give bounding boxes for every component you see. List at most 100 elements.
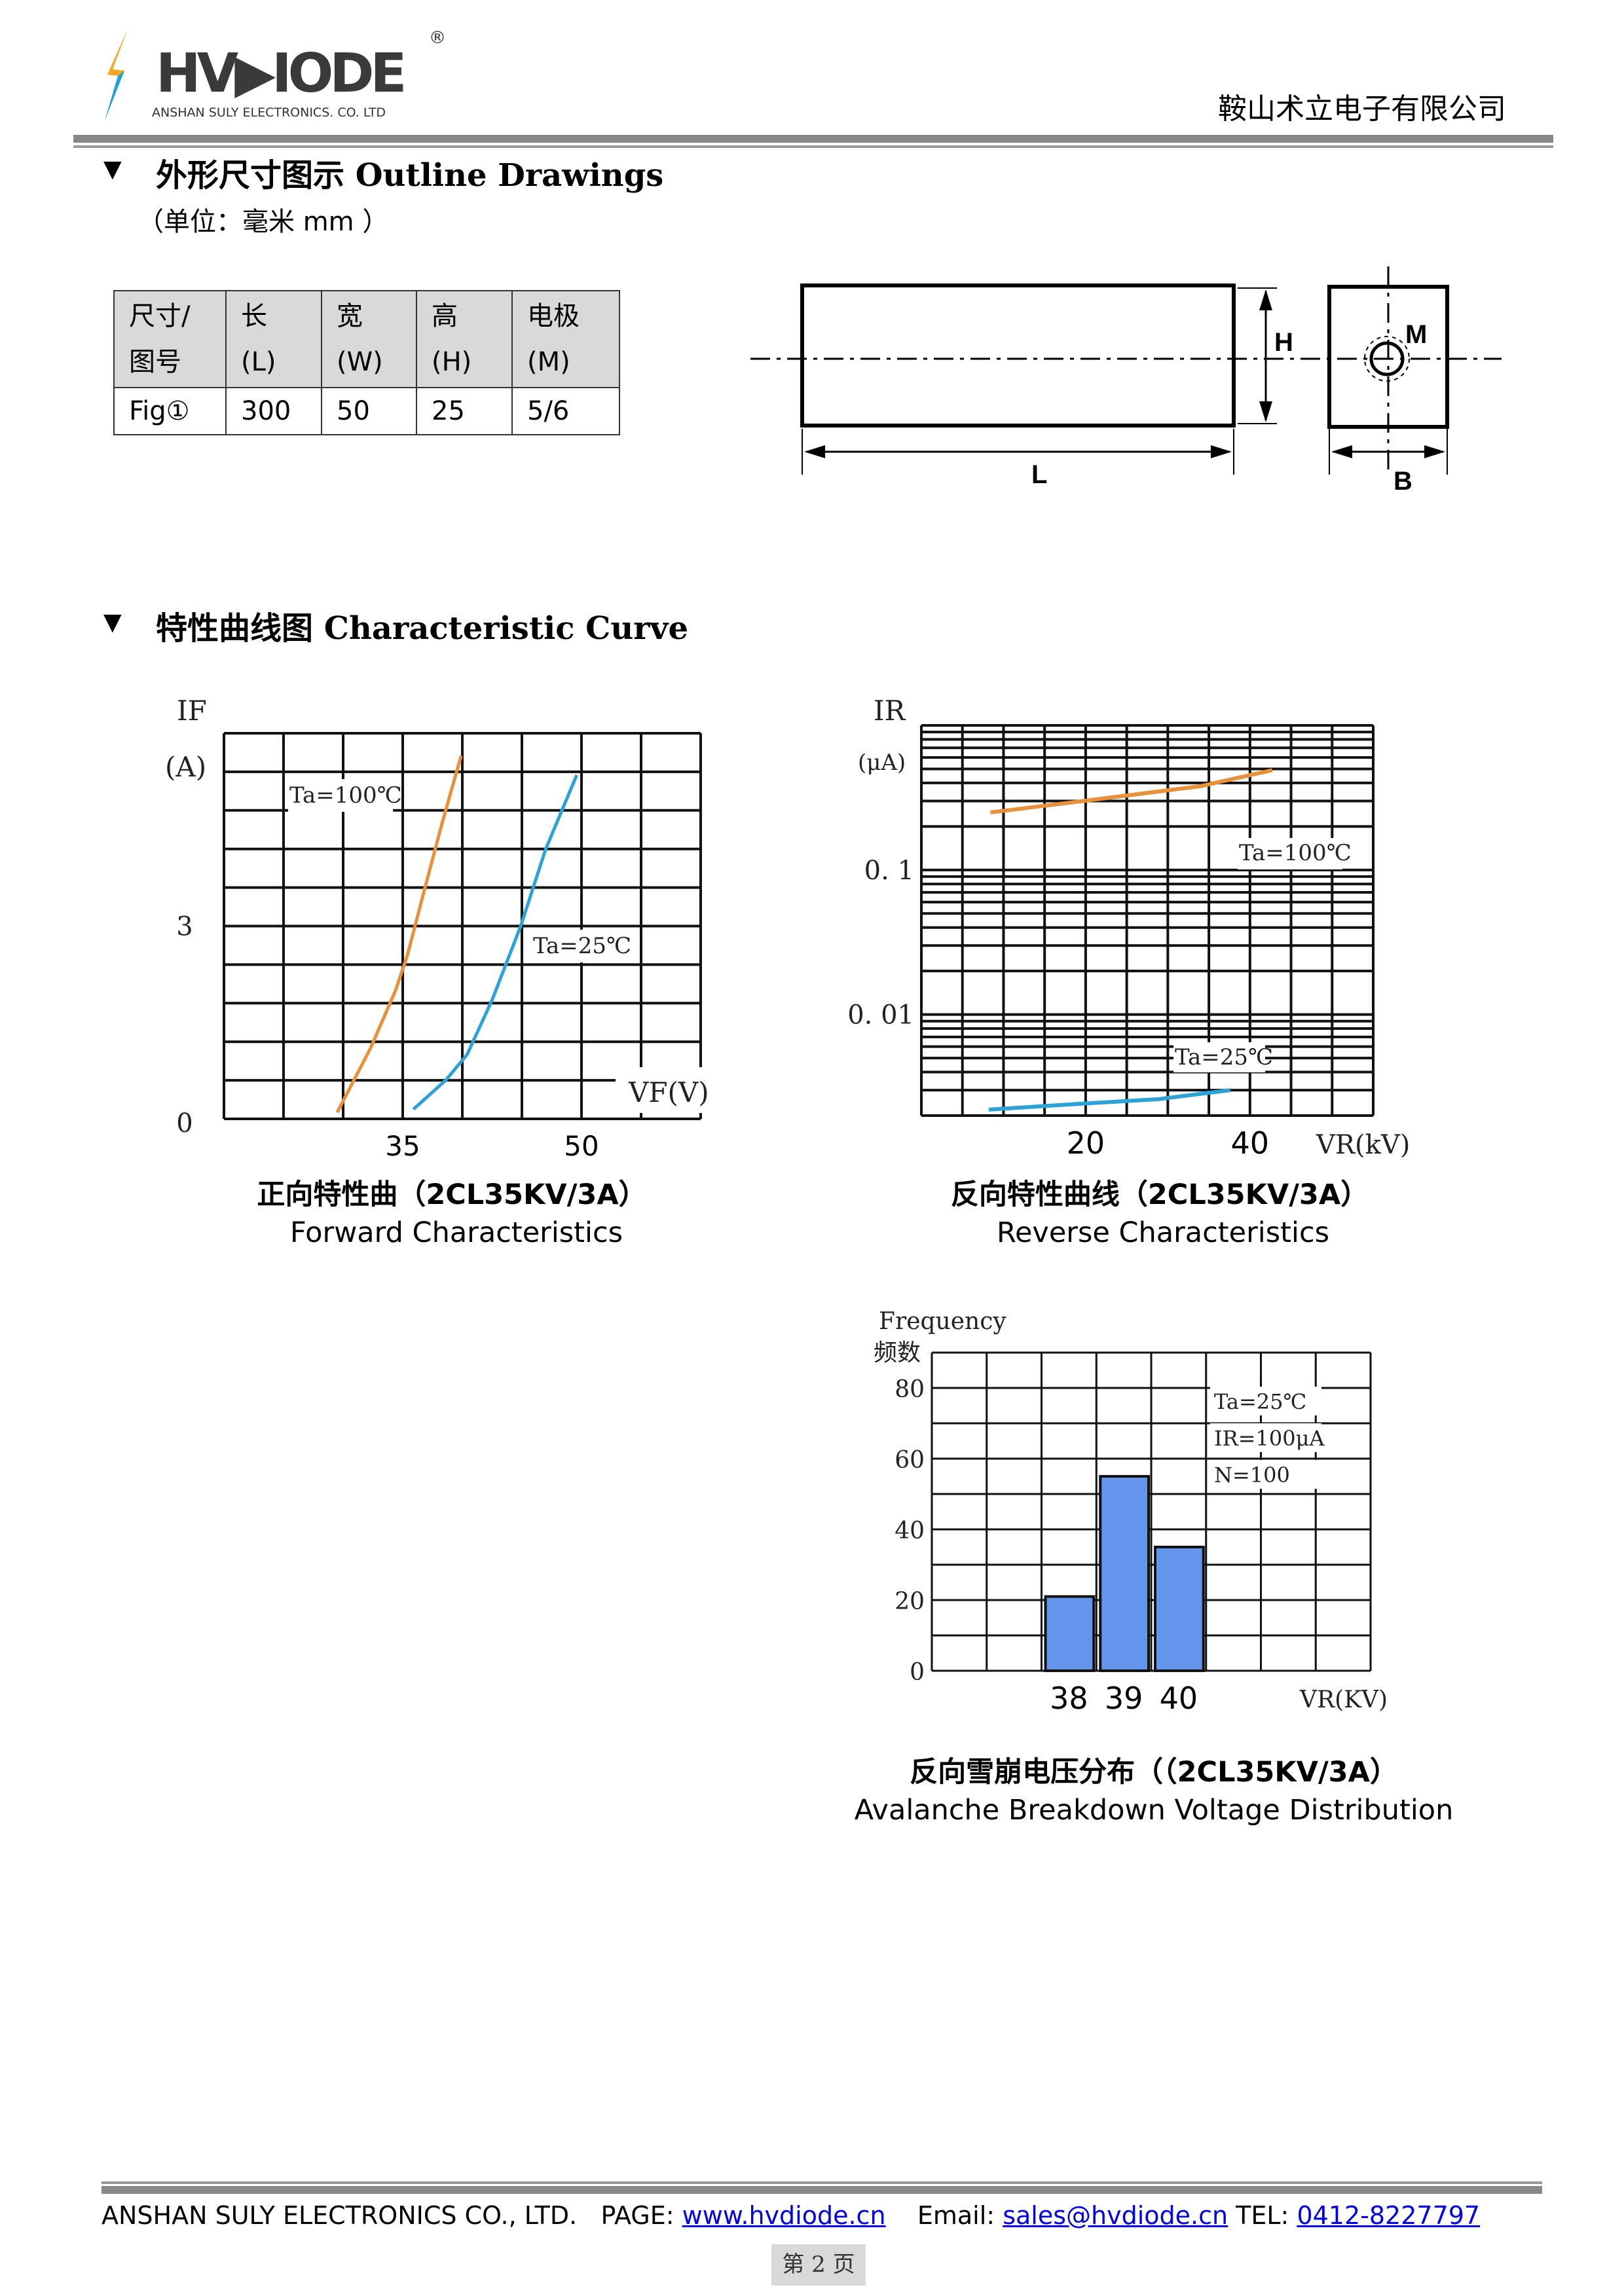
header-cell: 宽 (W): [321, 290, 417, 388]
x-tick-label: 40: [1160, 1681, 1198, 1716]
footer-email-label: Email:: [917, 2201, 995, 2230]
series-label-ta100: Ta=100℃: [1239, 840, 1352, 866]
footer-page-label: PAGE:: [600, 2201, 674, 2230]
forward-caption-en: Forward Characteristics: [289, 1216, 623, 1249]
section-bullet-icon: ▼: [103, 156, 122, 183]
curves-heading: 特性曲线图 Characteristic Curve: [156, 602, 688, 648]
breakdown-histogram: 38 39 40 0 20 40 60 80 Frequency 频数 Ta=25℃ IR=100μA…: [874, 1308, 1388, 1716]
x-tick-label: 39: [1105, 1681, 1143, 1716]
forward-caption-cn: 正向特性曲（2CL35KV/3A）: [257, 1178, 647, 1211]
label-bg: [616, 1067, 707, 1113]
dimension-table: 尺寸/图号 长 (L) 宽 (W) 高 (H) 电极 (M) Fig① 300 50 2…: [113, 290, 620, 435]
lightning-bolt-icon: [105, 29, 128, 120]
annotation-0: Ta=25℃: [1214, 1389, 1306, 1414]
table-cell: 25: [416, 387, 513, 435]
label-b: B: [1393, 467, 1412, 496]
table-row: Fig① 300 50 25 5/6: [113, 387, 620, 435]
x-axis-label: VR(kV): [1316, 1130, 1410, 1160]
footer: ANSHAN SULY ELECTRONICS CO., LTD. PAGE: …: [101, 2201, 1480, 2230]
body-end-view: [1327, 285, 1449, 429]
company-name-cn: 鞍山术立电子有限公司: [1218, 92, 1506, 126]
label-bg: [288, 779, 393, 812]
curves-heading-cn: 特性曲线图: [156, 610, 314, 647]
y-tick-label: 0: [910, 1659, 925, 1686]
x-tick-label: 35: [385, 1130, 420, 1162]
company-logo: HV▶IODE ® ANSHAN SULY ELECTRONICS. CO. L…: [105, 28, 446, 120]
table-header-row: 尺寸/图号 长 (L) 宽 (W) 高 (H) 电极 (M): [113, 290, 620, 388]
table-cell: 50: [321, 387, 417, 435]
unit-note: （单位：毫米 mm ）: [138, 207, 389, 237]
reverse-caption-en: Reverse Characteristics: [996, 1216, 1330, 1249]
label-bg: [1173, 1042, 1265, 1072]
label-bg: [1210, 1387, 1321, 1415]
series-label-ta100: Ta=100℃: [289, 782, 402, 809]
outline-heading-cn: 外形尺寸图示: [156, 157, 345, 194]
reverse-caption-cn: 反向特性曲线（2CL35KV/3A）: [950, 1178, 1369, 1211]
annotation-2: N=100: [1214, 1463, 1290, 1487]
histogram-caption-cn: 反向雪崩电压分布（（2CL35KV/3A）: [910, 1756, 1398, 1789]
y-tick-label: 40: [895, 1518, 925, 1544]
registered-mark: ®: [429, 28, 446, 48]
label-h: H: [1274, 328, 1293, 357]
y-axis-label: IR: [874, 695, 906, 727]
y-axis-label: Frequency: [879, 1308, 1006, 1335]
x-tick-label: 40: [1231, 1125, 1270, 1161]
header-rule-thin: [73, 145, 1553, 148]
y-tick-label: 80: [895, 1376, 925, 1403]
series-line-0: [990, 768, 1273, 814]
y-tick-label: 0. 1: [864, 856, 914, 886]
series-label-ta25: Ta=25℃: [1175, 1044, 1273, 1070]
header-cell: 尺寸/图号: [113, 290, 227, 388]
reverse-chart: Ta=100℃ Ta=25℃ IR (μA) 0. 1 0. 01 20 40 VR(kV): [847, 695, 1410, 1161]
header-cell: 长 (L): [225, 290, 322, 388]
footer-rule-thin: [101, 2181, 1542, 2184]
forward-chart: Ta=100℃ Ta=25℃ VF(V) IF (A) 0 3 35 50: [165, 695, 709, 1162]
y-tick-label: 0: [176, 1108, 193, 1139]
label-bg: [1210, 1423, 1321, 1452]
y-tick-label: 60: [895, 1447, 925, 1474]
annotation-1: IR=100μA: [1214, 1426, 1325, 1451]
footer-rule: [101, 2186, 1542, 2194]
page-number: 第 2 页: [771, 2244, 866, 2286]
y-tick-label: 0. 01: [847, 1000, 914, 1030]
outline-heading: 外形尺寸图示 Outline Drawings: [156, 149, 663, 195]
histogram-caption-en: Avalanche Breakdown Voltage Distribution: [854, 1794, 1454, 1827]
email-link[interactable]: sales@hvdiode.cn: [1003, 2201, 1228, 2230]
x-axis-label: VR(KV): [1299, 1686, 1388, 1713]
curves-heading-en: Characteristic Curve: [323, 610, 688, 647]
bar-40: [1154, 1546, 1205, 1672]
logo-text: HV▶IODE: [156, 43, 403, 105]
logo-subtitle: ANSHAN SULY ELECTRONICS. CO. LTD: [152, 105, 386, 120]
series-label-ta25: Ta=25℃: [533, 933, 631, 959]
label-bg: [1210, 1460, 1321, 1489]
label-m: M: [1405, 320, 1427, 349]
footer-company: ANSHAN SULY ELECTRONICS CO., LTD.: [101, 2201, 578, 2230]
tel-link[interactable]: 0412-8227797: [1297, 2201, 1481, 2230]
bar-38: [1044, 1595, 1096, 1673]
header-cell: 高 (H): [416, 290, 513, 388]
table-cell: 5/6: [511, 387, 620, 435]
footer-tel-label: TEL:: [1236, 2201, 1289, 2230]
y-tick-label: 3: [176, 912, 193, 942]
header-cell: 电极 (M): [511, 290, 620, 388]
series-line-1: [988, 1088, 1231, 1112]
bar-39: [1099, 1475, 1150, 1672]
table-cell: Fig①: [113, 387, 227, 435]
section-bullet-icon: ▼: [103, 609, 122, 636]
label-l: L: [1031, 460, 1047, 489]
x-tick-label: 20: [1067, 1125, 1105, 1161]
label-bg: [1238, 838, 1342, 869]
series-line-0: [335, 755, 463, 1114]
y-axis-label-cn: 频数: [874, 1339, 921, 1366]
series-line-1: [412, 774, 579, 1111]
y-axis-label: IF: [177, 695, 207, 727]
website-link[interactable]: www.hvdiode.cn: [682, 2201, 886, 2230]
x-axis-label: VF(V): [628, 1076, 709, 1108]
outline-drawing: H L B M: [750, 266, 1502, 496]
y-tick-label: 20: [895, 1588, 925, 1615]
y-axis-unit: (A): [165, 751, 206, 783]
body-side-view: [800, 283, 1236, 428]
table-cell: 300: [225, 387, 322, 435]
x-tick-label: 38: [1050, 1681, 1088, 1716]
